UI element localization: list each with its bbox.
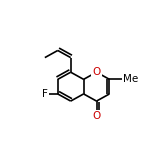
Text: Me: Me <box>123 74 138 84</box>
Text: O: O <box>92 111 101 121</box>
Text: F: F <box>42 89 48 99</box>
Text: O: O <box>92 67 101 77</box>
